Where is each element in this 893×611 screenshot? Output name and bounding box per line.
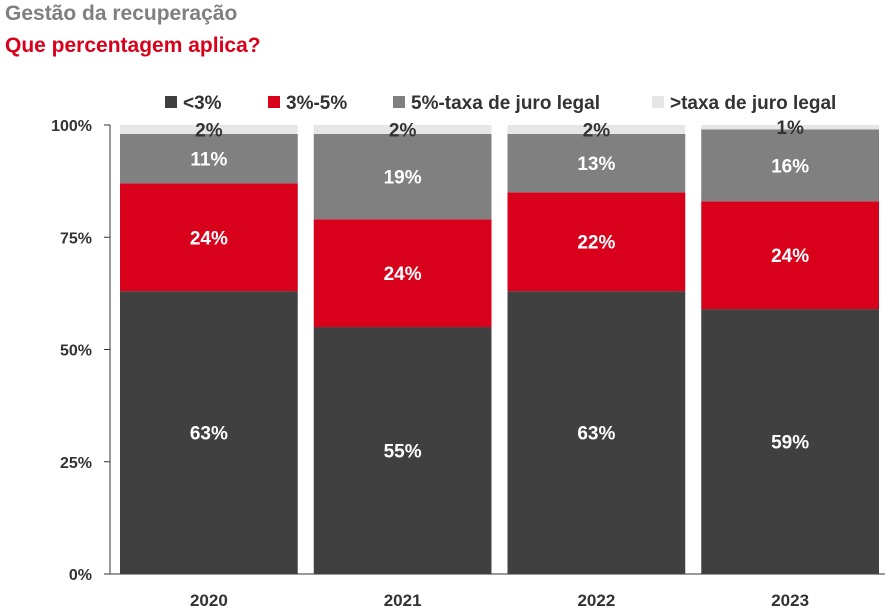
bar-segment <box>120 291 298 574</box>
legend-swatch <box>165 96 177 108</box>
data-label: 2% <box>583 120 611 141</box>
data-label: 55% <box>384 442 422 463</box>
y-tick-label: 75% <box>60 230 92 247</box>
y-tick-label: 0% <box>69 567 92 584</box>
x-tick-label: 2021 <box>384 591 422 610</box>
data-label: 59% <box>771 433 809 454</box>
data-label: 2% <box>389 120 417 141</box>
bar-segment <box>120 183 298 292</box>
data-label: 22% <box>577 233 615 254</box>
bar-segment <box>120 125 298 134</box>
bar-segment <box>313 125 492 134</box>
bar-segment <box>313 219 492 328</box>
legend-label: 3%-5% <box>286 93 347 114</box>
y-tick-label: 100% <box>51 118 92 135</box>
legend-label: >taxa de juro legal <box>670 93 836 114</box>
data-label: 63% <box>190 424 228 445</box>
data-label: 11% <box>190 150 227 171</box>
bar-segment <box>120 133 298 184</box>
x-tick-label: 2022 <box>577 591 615 610</box>
bar-segment <box>313 133 492 220</box>
bar-segment <box>507 125 686 134</box>
bar-segment <box>701 309 879 574</box>
bar-segment <box>507 192 686 292</box>
data-label: 16% <box>771 156 809 177</box>
legend-swatch <box>268 96 280 108</box>
chart-title: Gestão da recuperação <box>5 2 238 25</box>
data-label: 24% <box>771 246 809 267</box>
legend-swatch <box>652 96 664 108</box>
chart-subtitle: Que percentagem aplica? <box>5 34 261 57</box>
legend-label: <3% <box>183 93 222 114</box>
legend-label: 5%-taxa de juro legal <box>411 93 600 114</box>
y-tick-label: 50% <box>60 343 92 360</box>
data-label: 24% <box>384 264 422 285</box>
bar-segment <box>507 291 686 574</box>
x-tick-label: 2023 <box>771 591 809 610</box>
y-tick-label: 25% <box>60 455 92 472</box>
data-label: 2% <box>195 120 223 141</box>
legend-swatch <box>393 96 405 108</box>
data-label: 1% <box>776 118 804 139</box>
data-label: 24% <box>190 228 228 249</box>
data-label: 13% <box>577 154 615 175</box>
data-label: 19% <box>384 168 422 189</box>
data-label: 63% <box>577 424 615 445</box>
bar-segment <box>313 327 492 574</box>
bar-segment <box>701 201 879 310</box>
bar-segment <box>701 129 879 202</box>
bar-segment <box>507 133 686 193</box>
x-tick-label: 2020 <box>190 591 228 610</box>
bar-segment <box>701 125 879 130</box>
